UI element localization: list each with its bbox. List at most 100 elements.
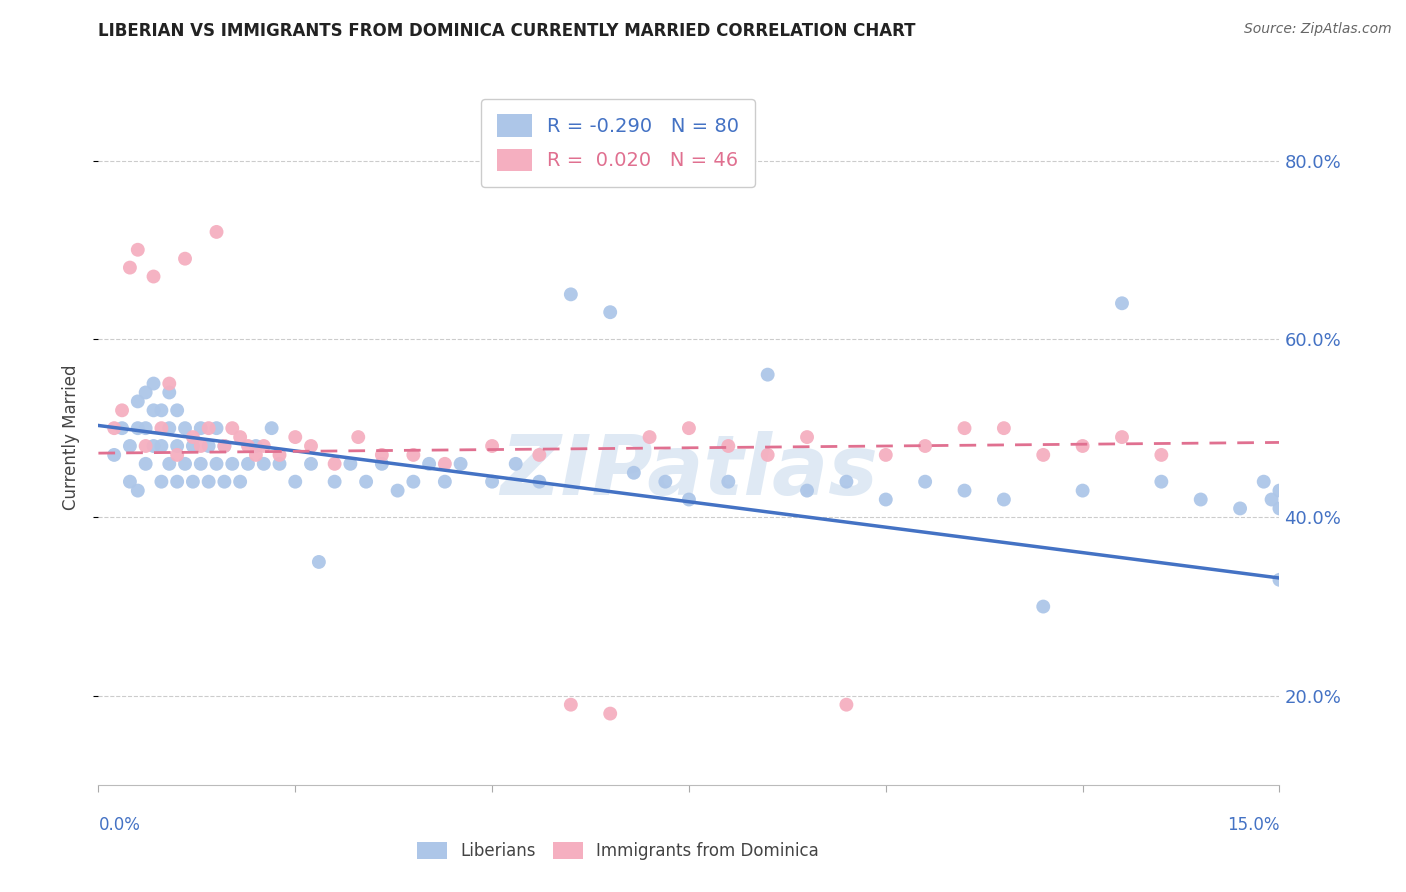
Point [402, 448, 425, 462]
Point [1071, 439, 1094, 453]
Text: LIBERIAN VS IMMIGRANTS FROM DOMINICA CURRENTLY MARRIED CORRELATION CHART: LIBERIAN VS IMMIGRANTS FROM DOMINICA CUR… [98, 22, 915, 40]
Point [214, 439, 236, 453]
Point [654, 475, 676, 489]
Point [1150, 475, 1173, 489]
Point [150, 475, 173, 489]
Point [127, 394, 149, 409]
Point [103, 448, 125, 462]
Point [174, 252, 197, 266]
Point [953, 421, 976, 435]
Point [166, 403, 188, 417]
Point [166, 448, 188, 462]
Point [245, 439, 267, 453]
Point [221, 457, 243, 471]
Point [111, 403, 134, 417]
Point [1260, 492, 1282, 507]
Point [127, 483, 149, 498]
Text: Source: ZipAtlas.com: Source: ZipAtlas.com [1244, 22, 1392, 37]
Point [118, 260, 141, 275]
Point [1032, 599, 1054, 614]
Point [157, 421, 180, 435]
Point [347, 430, 370, 444]
Point [914, 475, 936, 489]
Point [190, 421, 212, 435]
Point [103, 421, 125, 435]
Point [174, 421, 197, 435]
Point [269, 457, 291, 471]
Point [1268, 573, 1291, 587]
Point [253, 439, 276, 453]
Point [205, 225, 228, 239]
Point [450, 457, 472, 471]
Point [560, 698, 582, 712]
Point [308, 555, 330, 569]
Point [418, 457, 440, 471]
Point [371, 448, 394, 462]
Point [481, 439, 503, 453]
Point [354, 475, 377, 489]
Legend: Liberians, Immigrants from Dominica: Liberians, Immigrants from Dominica [411, 836, 825, 867]
Point [387, 483, 409, 498]
Point [875, 448, 897, 462]
Point [197, 421, 219, 435]
Point [323, 457, 346, 471]
Point [993, 421, 1015, 435]
Point [638, 430, 661, 444]
Point [253, 457, 276, 471]
Point [142, 269, 165, 284]
Point [229, 475, 252, 489]
Point [1253, 475, 1275, 489]
Text: 15.0%: 15.0% [1227, 816, 1279, 834]
Point [214, 439, 236, 453]
Point [229, 430, 252, 444]
Point [1111, 430, 1133, 444]
Point [157, 457, 180, 471]
Point [166, 475, 188, 489]
Point [260, 421, 283, 435]
Point [402, 475, 425, 489]
Point [796, 483, 818, 498]
Point [914, 439, 936, 453]
Point [181, 430, 204, 444]
Point [166, 439, 188, 453]
Point [299, 457, 322, 471]
Point [1071, 483, 1094, 498]
Point [142, 403, 165, 417]
Point [135, 457, 157, 471]
Point [135, 385, 157, 400]
Point [127, 421, 149, 435]
Point [284, 475, 307, 489]
Point [190, 439, 212, 453]
Point [245, 448, 267, 462]
Point [1032, 448, 1054, 462]
Point [529, 448, 551, 462]
Point [150, 421, 173, 435]
Point [835, 475, 858, 489]
Point [1268, 501, 1291, 516]
Point [678, 492, 700, 507]
Point [323, 475, 346, 489]
Point [371, 457, 394, 471]
Point [1150, 448, 1173, 462]
Point [214, 475, 236, 489]
Point [599, 305, 621, 319]
Point [157, 376, 180, 391]
Point [197, 475, 219, 489]
Point [118, 475, 141, 489]
Point [236, 439, 259, 453]
Point [221, 421, 243, 435]
Point [142, 439, 165, 453]
Point [993, 492, 1015, 507]
Point [205, 421, 228, 435]
Point [150, 403, 173, 417]
Point [835, 698, 858, 712]
Point [875, 492, 897, 507]
Point [205, 457, 228, 471]
Point [174, 457, 197, 471]
Point [756, 368, 779, 382]
Point [197, 439, 219, 453]
Point [339, 457, 361, 471]
Point [433, 475, 456, 489]
Point [181, 475, 204, 489]
Point [135, 439, 157, 453]
